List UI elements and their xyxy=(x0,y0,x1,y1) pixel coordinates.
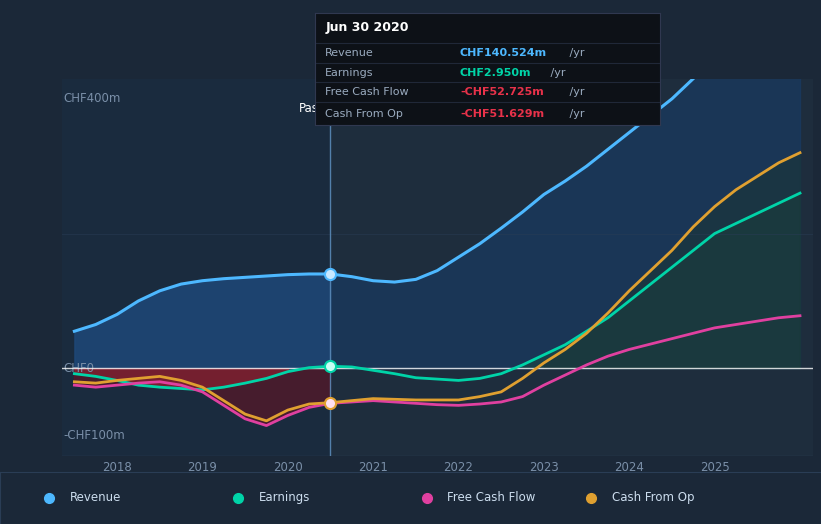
Text: -CHF52.725m: -CHF52.725m xyxy=(460,87,544,97)
Text: CHF140.524m: CHF140.524m xyxy=(460,48,547,58)
Text: CHF400m: CHF400m xyxy=(63,92,121,105)
Text: 2025: 2025 xyxy=(699,461,730,474)
Text: /yr: /yr xyxy=(566,48,585,58)
Text: 2021: 2021 xyxy=(358,461,388,474)
Text: Earnings: Earnings xyxy=(325,68,374,78)
Text: Free Cash Flow: Free Cash Flow xyxy=(447,492,536,504)
Text: Revenue: Revenue xyxy=(70,492,122,504)
Text: Earnings: Earnings xyxy=(259,492,310,504)
Text: /yr: /yr xyxy=(547,68,566,78)
Text: /yr: /yr xyxy=(566,87,585,97)
Text: /yr: /yr xyxy=(566,109,585,119)
Text: 2024: 2024 xyxy=(614,461,644,474)
Text: CHF2.950m: CHF2.950m xyxy=(460,68,531,78)
Text: Jun 30 2020: Jun 30 2020 xyxy=(325,21,409,34)
Text: 2020: 2020 xyxy=(273,461,303,474)
Text: -CHF100m: -CHF100m xyxy=(63,429,125,442)
Bar xyxy=(62,79,331,456)
Text: 2023: 2023 xyxy=(529,461,559,474)
Text: Revenue: Revenue xyxy=(325,48,374,58)
Text: 2022: 2022 xyxy=(443,461,474,474)
Bar xyxy=(331,79,813,456)
Text: CHF0: CHF0 xyxy=(63,362,94,375)
Text: Cash From Op: Cash From Op xyxy=(612,492,694,504)
Text: Free Cash Flow: Free Cash Flow xyxy=(325,87,409,97)
Text: 2019: 2019 xyxy=(187,461,218,474)
Text: Cash From Op: Cash From Op xyxy=(325,109,403,119)
Text: Analysts Forecasts: Analysts Forecasts xyxy=(337,102,447,115)
Text: Past: Past xyxy=(299,102,323,115)
Text: 2018: 2018 xyxy=(102,461,132,474)
Text: -CHF51.629m: -CHF51.629m xyxy=(460,109,544,119)
